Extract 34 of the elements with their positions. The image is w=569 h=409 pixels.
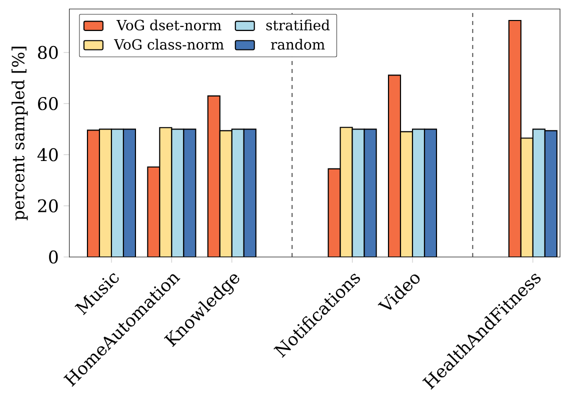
bar xyxy=(508,20,522,257)
bar xyxy=(219,130,232,257)
bar xyxy=(412,128,426,257)
legend-label: stratified xyxy=(266,20,330,30)
bar xyxy=(86,130,100,257)
y-tick-label: 0 xyxy=(49,250,58,264)
bar xyxy=(328,168,341,257)
bar xyxy=(207,95,220,257)
legend-label: VoG dset-norm xyxy=(116,20,222,30)
bar xyxy=(147,166,160,257)
bar xyxy=(544,130,558,257)
bar xyxy=(520,138,534,257)
y-tick-label: 80 xyxy=(38,46,58,60)
bar xyxy=(231,128,244,257)
bar xyxy=(364,128,377,257)
bar xyxy=(532,128,546,257)
bar xyxy=(110,128,124,257)
bar xyxy=(424,128,438,257)
bar xyxy=(122,128,136,257)
bar xyxy=(159,127,172,257)
legend-label: VoG class-norm xyxy=(114,38,224,50)
bar xyxy=(183,128,196,257)
bar xyxy=(243,128,256,257)
bar xyxy=(171,128,184,257)
bar xyxy=(400,131,414,257)
legend-label: random xyxy=(270,38,325,50)
y-tick-label: 20 xyxy=(38,199,58,212)
bar xyxy=(98,128,112,257)
bar xyxy=(388,74,402,257)
y-axis-title: percent sampled [%] xyxy=(12,46,28,220)
y-tick-label: 60 xyxy=(38,97,58,110)
bar xyxy=(352,128,365,257)
y-tick-label: 40 xyxy=(37,148,58,162)
bar xyxy=(340,126,353,257)
